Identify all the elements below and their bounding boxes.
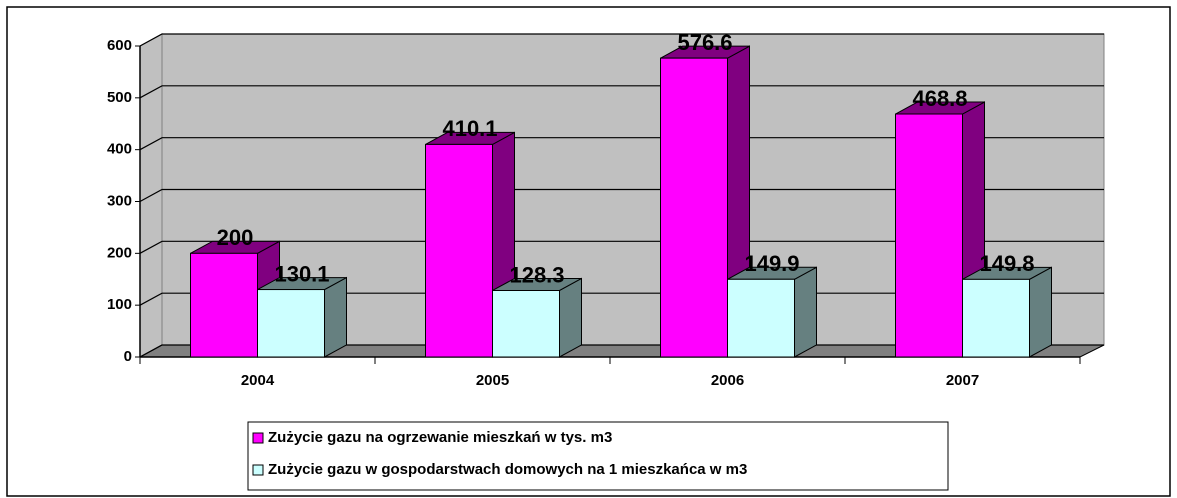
bar-side	[559, 277, 582, 358]
legend-label: Zużycie gazu na ogrzewanie mieszkań w ty…	[268, 429, 612, 446]
x-tick-label: 2005	[476, 372, 509, 389]
bar-side	[324, 276, 347, 358]
y-tick-label: 300	[107, 192, 132, 209]
value-label: 576.6	[677, 30, 732, 55]
bar	[962, 278, 1030, 358]
grid-line	[139, 33, 1104, 47]
legend-swatch	[252, 464, 264, 476]
y-tick-label: 600	[107, 37, 132, 54]
grid-line	[139, 137, 1104, 151]
bar	[492, 289, 560, 358]
y-tick-label: 0	[124, 348, 132, 365]
legend-label: Zużycie gazu w gospodarstwach domowych n…	[268, 461, 747, 478]
grid-line	[139, 188, 1104, 203]
bar	[190, 252, 258, 358]
bar	[257, 289, 325, 358]
value-label: 200	[217, 225, 254, 250]
y-tick-label: 100	[107, 296, 132, 313]
value-label: 149.8	[979, 251, 1034, 276]
bar	[727, 278, 795, 358]
y-tick-label: 400	[107, 141, 132, 158]
bar-side	[794, 266, 817, 358]
x-tick-label: 2007	[946, 372, 979, 389]
value-label: 410.1	[442, 116, 497, 141]
x-tick-label: 2004	[241, 372, 275, 389]
bar	[425, 143, 493, 358]
value-label: 130.1	[274, 261, 329, 286]
legend-swatch	[252, 432, 264, 444]
bar	[660, 57, 728, 358]
bar	[895, 113, 963, 358]
bar-side	[1029, 266, 1052, 358]
y-tick-label: 200	[107, 244, 132, 261]
value-label: 128.3	[509, 262, 564, 287]
value-label: 468.8	[912, 86, 967, 111]
y-tick-label: 500	[107, 89, 132, 106]
grid-line	[139, 240, 1104, 254]
x-tick-label: 2006	[711, 372, 744, 389]
grid-line	[139, 85, 1104, 99]
legend-box	[247, 421, 949, 491]
value-label: 149.9	[744, 251, 799, 276]
